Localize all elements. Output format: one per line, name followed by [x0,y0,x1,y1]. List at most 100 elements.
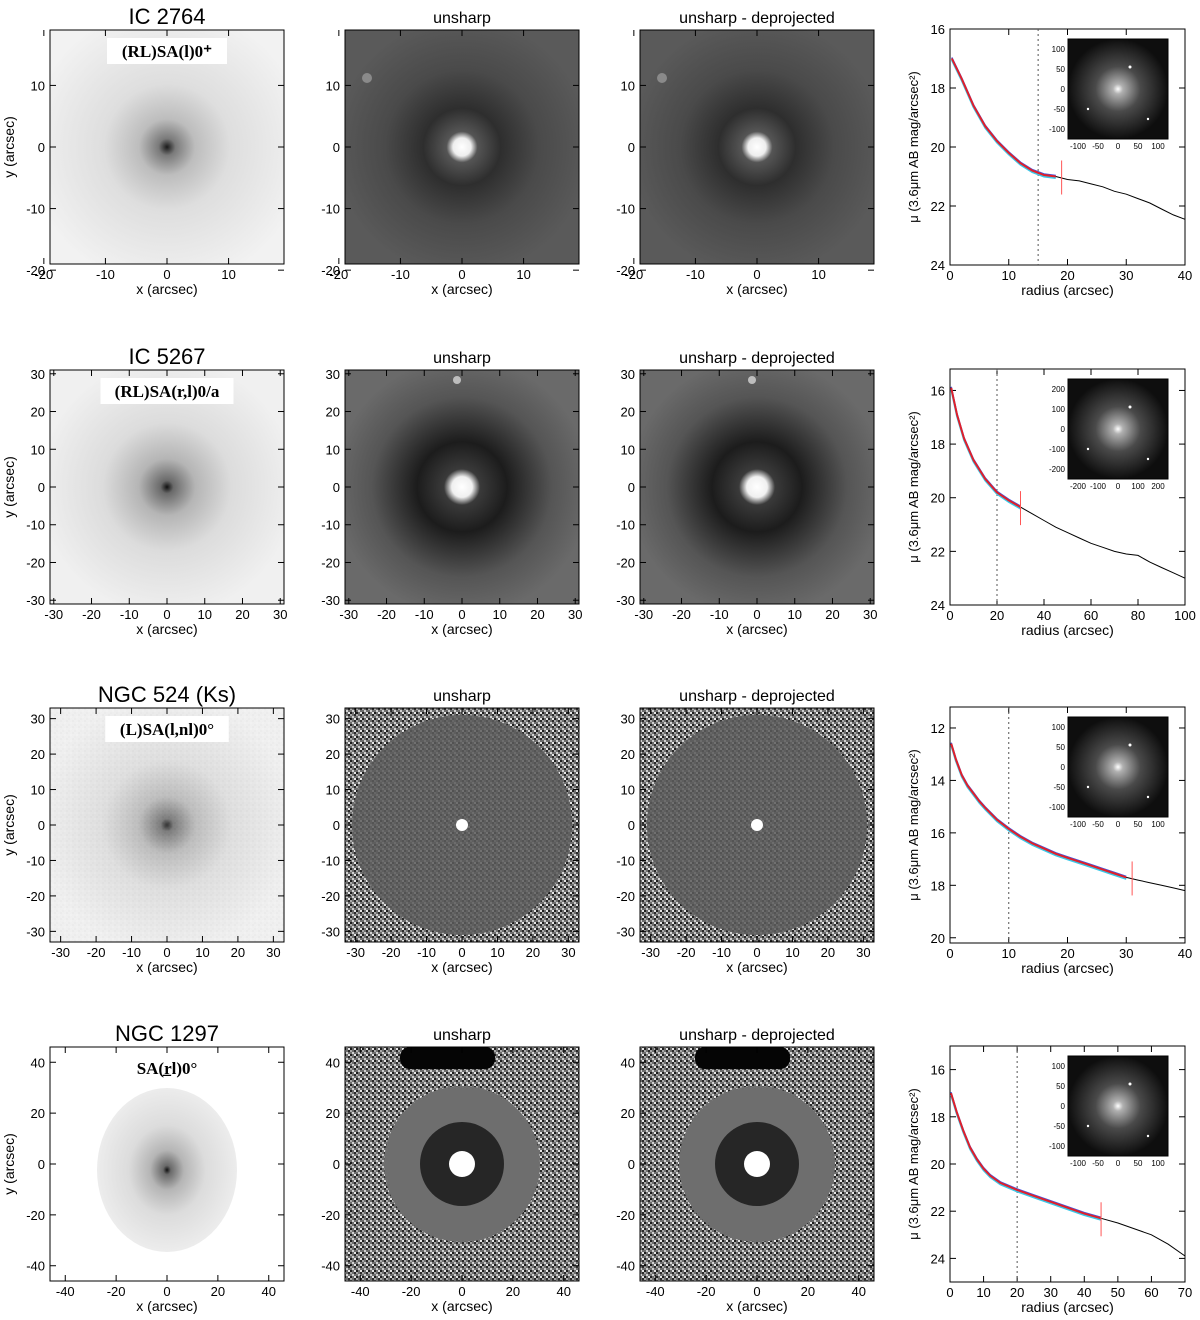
classification-box [105,716,229,742]
inset-x-tick-label: -100 [1070,1159,1087,1168]
x-tick-label: 0 [458,945,465,960]
x-tick-label: 0 [753,1284,760,1299]
x-tick-label: 30 [568,607,582,622]
x-tick-label: 30 [1043,1285,1057,1300]
inset-x-tick-label: 100 [1151,820,1165,829]
x-tick-label: 40 [1178,268,1192,283]
inset-x-tick-label: 0 [1116,820,1121,829]
y-axis-label: y (arcsec) [1,116,17,177]
y-tick-label: -40 [26,1259,45,1274]
panel-title: unsharp - deprojected [679,10,835,27]
y-tick-label: 30 [621,367,635,382]
x-axis-label: x (arcsec) [136,1298,197,1314]
x-tick-label: 0 [163,607,170,622]
y-tick-label: 20 [326,405,340,420]
y-tick-label: -10 [616,518,635,533]
inset-image: -100 -100 -50 -50 0 0 50 50 100 100 [1049,38,1169,151]
y-tick-label: -10 [321,518,340,533]
inset-y-tick-label: 50 [1056,65,1065,74]
y-tick-label: 10 [621,442,635,457]
x-tick-label: 10 [976,1285,990,1300]
inset-x-tick-label: -100 [1090,482,1107,491]
inset-frame [1067,1055,1169,1157]
x-axis-label: radius (arcsec) [1021,960,1114,976]
y-axis-label: μ (3.6μm AB mag/arcsec²) [906,411,921,563]
y-tick-label: 10 [31,442,45,457]
inset-fill [1068,717,1168,817]
y-tick-label: -10 [321,202,340,217]
y-tick-label: 16 [931,383,945,398]
inset-x-tick-label: 200 [1151,482,1165,491]
star [1086,1124,1090,1128]
y-tick-label: 0 [628,480,635,495]
star [362,73,372,83]
y-tick-label: -20 [616,889,635,904]
deprojected-panel: -30 -30 -20 -20 -10 -10 0 0 10 10 20 20 30 30 x (arcse… [616,688,875,975]
x-tick-label: 30 [561,945,575,960]
x-axis-label: x (arcsec) [726,959,787,975]
x-tick-label: 40 [852,1284,866,1299]
x-tick-label: -30 [44,607,63,622]
x-tick-label: -20 [107,1284,126,1299]
y-tick-label: -30 [616,924,635,939]
y-tick-label: -10 [26,853,45,868]
x-tick-label: 0 [946,946,953,961]
x-tick-label: -40 [646,1284,665,1299]
panel-image [50,30,284,264]
x-tick-label: 40 [262,1284,276,1299]
inset-fill [1068,39,1168,139]
y-tick-label: -20 [26,1208,45,1223]
galaxy-core [744,1151,770,1177]
y-tick-label: -20 [321,889,340,904]
x-tick-label: 20 [506,1284,520,1299]
star [1086,107,1090,111]
x-axis-label: x (arcsec) [136,621,197,637]
y-tick-label: 10 [326,783,340,798]
x-tick-label: 30 [856,945,870,960]
x-tick-label: 40 [1077,1285,1091,1300]
y-axis-label: μ (3.6μm AB mag/arcsec²) [906,71,921,223]
star [1146,1134,1150,1138]
y-tick-label: 0 [38,818,45,833]
galaxy-core [751,819,763,831]
x-tick-label: 30 [1119,946,1133,961]
y-tick-label: 20 [31,1106,45,1121]
x-axis-label: x (arcsec) [136,281,197,297]
x-tick-label: 0 [163,1284,170,1299]
y-tick-label: -10 [26,518,45,533]
x-tick-label: 10 [1002,268,1016,283]
x-tick-label: 10 [811,267,825,282]
y-tick-label: -40 [616,1259,635,1274]
inset-y-tick-label: -100 [1049,803,1066,812]
unsharp-panel: -40 -40 -20 -20 0 0 20 20 40 40 x (arcsec) unsharp [321,1027,580,1314]
image-panel: -40 -40 -20 -20 0 0 20 20 40 40 x (arcsec) [26,1046,285,1314]
x-tick-label: -30 [346,945,365,960]
x-tick-label: 10 [195,945,209,960]
panel-image [640,30,874,264]
y-tick-label: -20 [321,555,340,570]
inset-frame [1067,38,1169,140]
x-tick-label: 20 [1060,268,1074,283]
x-axis-label: x (arcsec) [431,1298,492,1314]
star [1128,65,1132,69]
y-tick-label: -30 [26,593,45,608]
inset-y-tick-label: -100 [1049,445,1066,454]
inset-y-tick-label: -200 [1049,465,1066,474]
y-tick-label: 20 [931,491,945,506]
star [1128,405,1132,409]
panel-title: unsharp [433,1027,491,1044]
y-tick-label: 22 [931,544,945,559]
x-tick-label: 20 [1060,946,1074,961]
inset-x-tick-label: -50 [1092,1159,1104,1168]
inset-y-tick-label: 0 [1061,85,1066,94]
y-tick-label: 24 [931,1251,945,1266]
x-axis-label: x (arcsec) [431,281,492,297]
figure-row: IC 5267-30-30-20-20-10-1000101020203030x… [1,344,1196,638]
y-tick-label: -20 [26,263,45,278]
x-tick-label: 10 [490,945,504,960]
panel-image [345,370,579,604]
panel-title: unsharp [433,688,491,705]
x-tick-label: 80 [1131,608,1145,623]
y-tick-label: 0 [38,480,45,495]
